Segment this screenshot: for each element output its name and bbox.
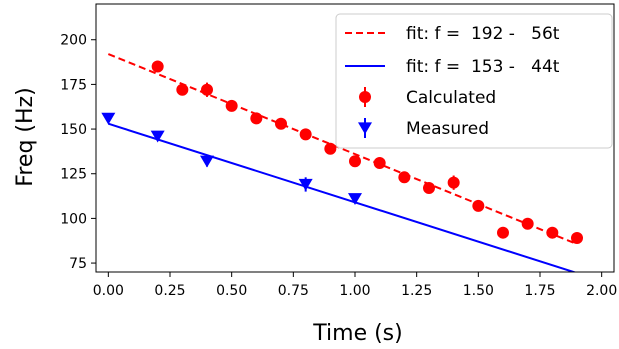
legend: fit: f = 192 - 56t fit: f = 153 - 44t Calc… — [335, 13, 613, 149]
calculated-point — [324, 142, 337, 155]
calculated-point — [151, 60, 164, 73]
calculated-point — [521, 217, 534, 230]
calculated-point — [447, 176, 460, 189]
x-tick-label: 2.00 — [586, 283, 617, 299]
legend-label-fit-1: fit: f = 192 - 56t — [406, 24, 560, 44]
legend-label-fit-2: fit: f = 153 - 44t — [406, 57, 560, 77]
legend-label-measured: Measured — [406, 119, 489, 139]
measured-point — [348, 193, 362, 206]
x-tick-label: 1.75 — [524, 283, 555, 299]
calculated-point — [275, 117, 287, 130]
calculated-point — [373, 157, 386, 170]
calculated-point — [571, 232, 583, 245]
x-tick-label: 0.25 — [154, 283, 185, 299]
calculated-point — [472, 199, 485, 212]
x-tick-label: 0.75 — [278, 283, 309, 299]
y-tick-label: 175 — [60, 77, 87, 93]
calculated-point — [398, 171, 411, 184]
fit-line-1 — [107, 53, 578, 246]
y-axis-label: Freq (Hz) — [13, 87, 38, 186]
calculated-point — [349, 155, 361, 168]
calculated-point — [546, 226, 559, 239]
calculated-point — [497, 226, 509, 239]
fit-line-2 — [108, 122, 577, 272]
calculated-point — [250, 112, 263, 125]
calculated-point — [176, 83, 189, 96]
measured-point — [101, 112, 116, 125]
x-tick-label: 0.50 — [216, 283, 247, 299]
calculated-point — [201, 83, 213, 96]
y-tick-label: 150 — [60, 122, 87, 138]
plot-area — [101, 53, 583, 272]
legend-marker-measured — [358, 122, 372, 135]
x-tick-label: 1.25 — [401, 283, 432, 299]
calculated-point — [299, 128, 312, 141]
x-axis-label: Time (s) — [312, 321, 402, 346]
plot-content — [101, 53, 583, 272]
legend-marker-calculated — [359, 91, 371, 103]
calculated-point — [225, 99, 238, 112]
measured-point — [150, 130, 165, 143]
x-tick-label: 0.00 — [93, 283, 124, 299]
y-tick-label: 200 — [60, 33, 87, 49]
y-tick-label: 125 — [60, 167, 87, 183]
x-tick-label: 1.00 — [339, 283, 370, 299]
legend-box — [335, 13, 613, 149]
axes: 0.00 0.25 0.50 0.75 1.00 1.25 1.50 1.75 2.00 75 10… — [60, 3, 617, 299]
y-tick-label: 75 — [69, 256, 87, 272]
y-tick-label: 100 — [60, 211, 87, 227]
measured-point — [298, 178, 313, 191]
calculated-point — [423, 182, 435, 195]
legend-label-calculated: Calculated — [406, 88, 496, 108]
x-tick-label: 1.50 — [463, 283, 494, 299]
measured-point — [200, 155, 214, 168]
